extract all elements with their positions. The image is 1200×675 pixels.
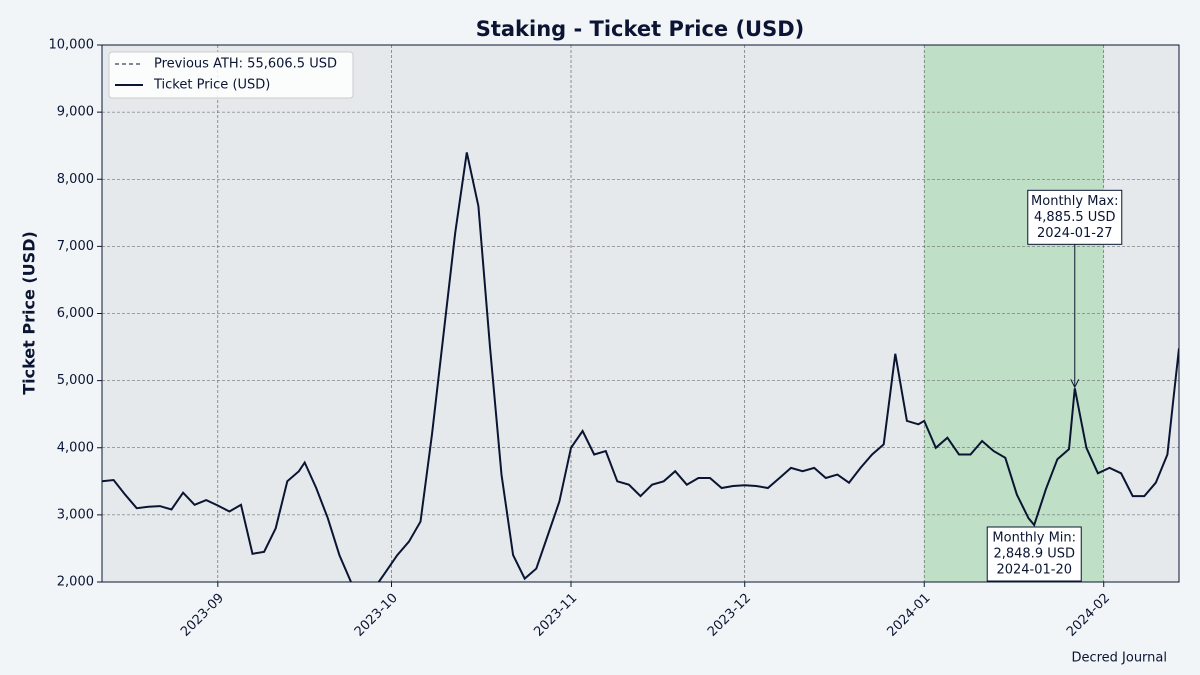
y-tick-label: 3,000 <box>57 507 94 522</box>
annotation-box <box>986 526 1082 582</box>
annotation-text: Monthly Min: <box>992 531 1076 546</box>
chart-title: Staking - Ticket Price (USD) <box>476 17 805 41</box>
annotation-text: Monthly Max: <box>1031 194 1118 209</box>
source-note: Decred Journal <box>1071 651 1167 666</box>
annotation-text: 4,885.5 USD <box>1034 210 1116 225</box>
y-tick-label: 9,000 <box>57 105 94 120</box>
legend-label: Ticket Price (USD) <box>153 78 270 93</box>
annotation-box <box>1027 189 1123 245</box>
y-tick-label: 10,000 <box>49 38 95 53</box>
y-tick-label: 5,000 <box>57 373 94 388</box>
annotation-text: 2024-01-20 <box>996 563 1072 578</box>
plot-frame <box>101 44 1180 583</box>
y-tick-label: 7,000 <box>57 239 94 254</box>
y-axis-label: Ticket Price (USD) <box>20 231 39 395</box>
annotation-text: 2024-01-27 <box>1037 226 1113 241</box>
legend-box <box>108 51 354 99</box>
annotation-text: 2,848.9 USD <box>993 547 1075 562</box>
legend-label: Previous ATH: 55,606.5 USD <box>154 57 337 72</box>
y-tick-label: 8,000 <box>57 172 94 187</box>
y-tick-label: 6,000 <box>57 306 94 321</box>
plot-lines <box>102 152 1179 582</box>
price-line <box>102 152 1179 582</box>
arrow-head <box>1070 379 1080 389</box>
y-tick-label: 4,000 <box>57 440 94 455</box>
y-tick-label: 2,000 <box>57 575 94 590</box>
